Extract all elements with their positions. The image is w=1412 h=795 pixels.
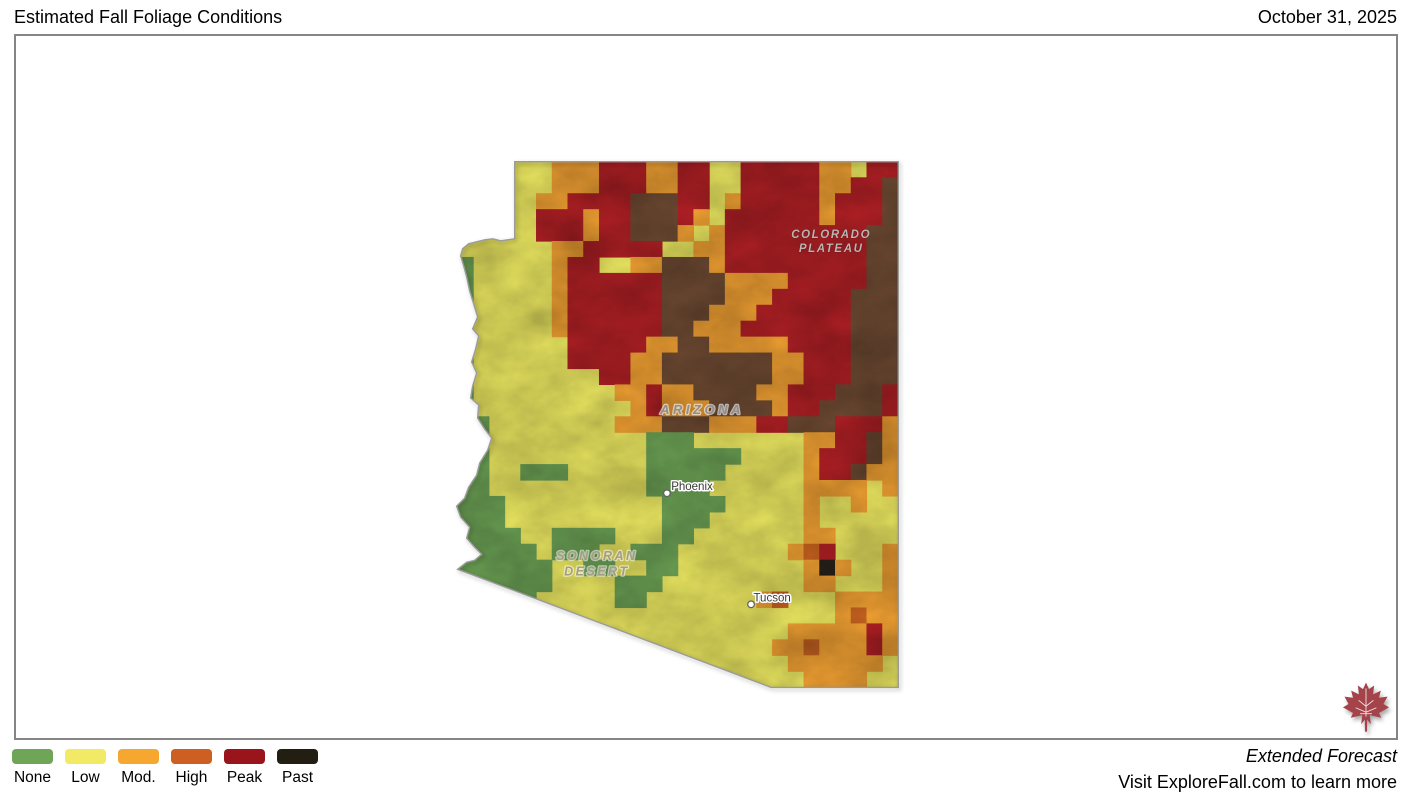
legend-swatch bbox=[65, 749, 106, 764]
legend-swatch bbox=[277, 749, 318, 764]
city-dot bbox=[747, 600, 755, 609]
maple-leaf-icon bbox=[1342, 682, 1390, 732]
legend-swatch bbox=[12, 749, 53, 764]
legend-label: Mod. bbox=[121, 769, 156, 786]
city-label: Tucson bbox=[753, 592, 790, 604]
region-label: PLATEAU bbox=[799, 243, 864, 255]
maple-leaf-logo bbox=[1342, 681, 1390, 733]
legend-label: Low bbox=[71, 769, 100, 786]
legend-swatch bbox=[118, 749, 159, 764]
legend-swatch bbox=[171, 749, 212, 764]
legend-swatch bbox=[224, 749, 265, 764]
legend-item-past: Past bbox=[277, 749, 318, 787]
page-title: Estimated Fall Foliage Conditions bbox=[14, 7, 283, 27]
city-label: Phoenix bbox=[671, 481, 713, 493]
legend-label: Peak bbox=[226, 769, 263, 786]
legend-label: Past bbox=[281, 769, 313, 786]
report-date: October 31, 2025 bbox=[1257, 7, 1397, 27]
map-container: COLORADO PLATEAU ARIZONA SONORAN DESERT Phoen… bbox=[14, 34, 1398, 740]
legend-item-low: Low bbox=[65, 749, 106, 787]
city-markers: Phoenix Tucson bbox=[663, 480, 792, 609]
explorefall-cta: Visit ExploreFall.com to learn more bbox=[1118, 772, 1397, 792]
region-label: DESERT bbox=[564, 564, 630, 578]
foliage-legend: None Low Mod. High Peak Past bbox=[12, 749, 318, 787]
maple-leaf-veins bbox=[1355, 688, 1377, 717]
region-label: COLORADO bbox=[791, 229, 871, 241]
city-dot bbox=[663, 489, 671, 498]
legend-item-peak: Peak bbox=[224, 749, 265, 787]
state-outline bbox=[455, 160, 899, 689]
region-label: SONORAN bbox=[556, 549, 637, 563]
extended-forecast-tagline: Extended Forecast bbox=[1245, 746, 1397, 766]
legend-item-high: High bbox=[171, 749, 212, 787]
region-label: ARIZONA bbox=[659, 402, 744, 417]
legend-label: High bbox=[175, 769, 208, 786]
legend-label: None bbox=[13, 769, 52, 786]
legend-item-mod: Mod. bbox=[118, 749, 159, 787]
legend-item-none: None bbox=[12, 749, 53, 787]
footer: Extended Forecast Visit ExploreFall.com … bbox=[1118, 743, 1397, 795]
